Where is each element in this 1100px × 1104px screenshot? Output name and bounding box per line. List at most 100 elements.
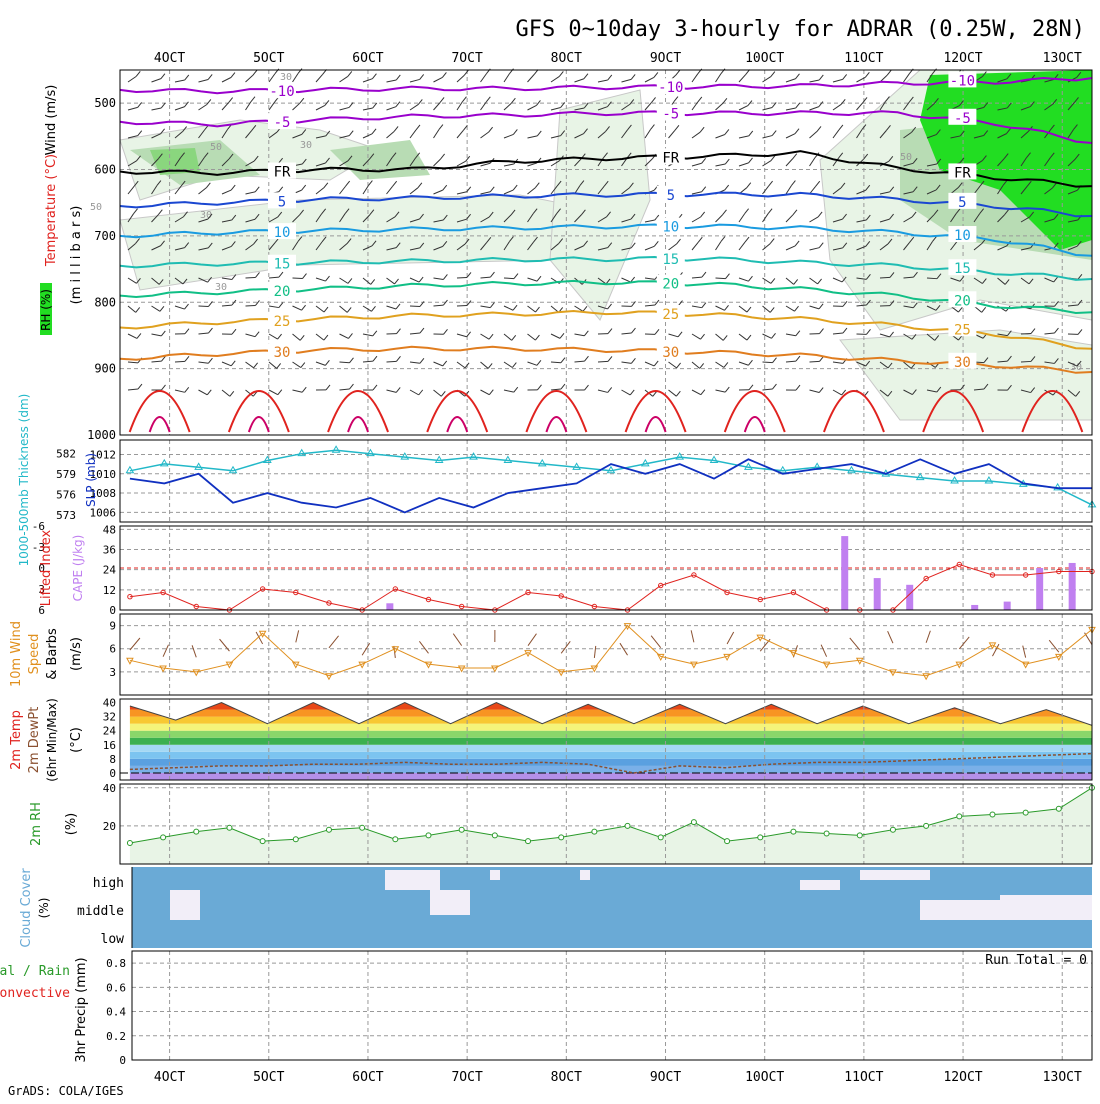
temp-contour-40-day-1 <box>249 417 269 432</box>
wind-barb-flag <box>206 183 210 188</box>
wind-barb-flag <box>229 98 233 103</box>
wind-barb <box>387 186 393 194</box>
wind-barb-flag <box>819 102 823 107</box>
thickness-point-21 <box>848 467 855 473</box>
wind-barb <box>340 278 348 283</box>
rh2m-point-1 <box>161 835 166 840</box>
temp-contour-label-25-0: 25 <box>274 314 291 330</box>
wind-barb-flag <box>441 391 445 396</box>
wind-barb <box>763 186 769 194</box>
wind-barb <box>434 305 444 306</box>
temp-contour-35-day-1 <box>229 391 289 432</box>
wind-barb <box>457 192 467 194</box>
wind-speed-point-4 <box>260 631 266 637</box>
wind-barb-flag <box>416 125 420 130</box>
temp-contour-label--5-0: -5 <box>274 115 291 131</box>
wind-barb-flag <box>745 237 749 242</box>
wind-barb-flag <box>561 358 565 363</box>
rh2m-ylabel-units: (%) <box>64 813 79 836</box>
rh2m-ytick-20: 20 <box>103 820 116 833</box>
wind-barb-flag <box>843 328 847 333</box>
wind-barb-flag <box>490 272 494 277</box>
wind-barb-flag <box>464 70 468 75</box>
rh2m-point-23 <box>890 827 895 832</box>
temp-contour-label-20-2: 20 <box>954 293 971 309</box>
wind-barb <box>786 159 793 166</box>
wind-barb <box>927 278 937 279</box>
wind-barb <box>692 277 702 278</box>
thickness-ytick-576: 576 <box>56 489 76 502</box>
wind-barb-flag <box>793 210 797 215</box>
temp-contour-35-day-0 <box>130 391 190 432</box>
upper-ytick-900: 900 <box>94 362 116 376</box>
wind10-barb-13 <box>561 641 570 653</box>
wind-barb <box>716 164 726 166</box>
date-label-bottom-5OCT: 5OCT <box>253 1070 284 1085</box>
wind-barb <box>504 134 513 138</box>
rh2m-point-17 <box>691 820 696 825</box>
wind-barb <box>363 278 371 284</box>
wind-barb <box>434 362 443 366</box>
wind-barb <box>716 242 721 250</box>
wind-barb <box>481 362 489 368</box>
temp-contour-35-day-7 <box>824 391 884 432</box>
wind-barb-flag <box>349 131 353 136</box>
thickness-point-11 <box>504 457 511 463</box>
cloud-label-high: high <box>93 876 124 891</box>
precip-ytick-0.6: 0.6 <box>106 981 126 994</box>
wind-barb <box>128 362 138 363</box>
wind-barb-flag <box>608 75 612 80</box>
wind-barb-flag <box>231 361 235 366</box>
cape-bar-27 <box>1004 602 1011 610</box>
wind-barb <box>222 190 231 194</box>
wind-barb-flag <box>631 74 635 79</box>
wind-barb-flag <box>678 301 682 306</box>
wind-barb <box>833 79 843 82</box>
wind-barb-flag <box>138 384 142 389</box>
wind-barb-flag <box>420 358 424 363</box>
wind-barb-flag <box>698 97 702 102</box>
wind-barb-flag <box>677 363 681 368</box>
wind-barb <box>810 306 820 309</box>
wind-barb-flag <box>396 387 400 392</box>
wind-barb <box>457 130 463 138</box>
wind-barb-flag <box>796 103 800 108</box>
wind10-barb-2 <box>192 645 196 657</box>
wind-barb <box>222 362 231 366</box>
precip-run-total: Run Total = 0 <box>985 953 1087 968</box>
rh2m-point-15 <box>625 823 630 828</box>
wind-barb <box>316 334 324 340</box>
wind-barb-flag <box>301 363 305 368</box>
wind-barb <box>481 74 487 82</box>
wind-barb-flag <box>700 363 704 368</box>
wind-barb <box>152 306 160 311</box>
wind-barb-flag <box>138 102 142 107</box>
wind-barb-flag <box>371 279 375 284</box>
wind-barb-flag <box>749 158 753 163</box>
wind-barb-flag <box>796 356 800 361</box>
temp-ylabel-dewpt: 2m DewPt <box>27 707 42 774</box>
wind-barb-flag <box>843 74 847 79</box>
wind-barb <box>692 74 698 82</box>
wind-barb <box>269 362 277 368</box>
temp-contour-label-25-1: 25 <box>662 307 679 323</box>
cloud-gap-8 <box>1000 895 1092 920</box>
wind-barb <box>810 278 818 284</box>
wind-barb <box>199 333 209 334</box>
wind-barb-flag <box>535 335 539 340</box>
rh2m-ylabel: 2m RH <box>29 802 44 846</box>
wind-barb <box>692 132 700 138</box>
wind-barb-flag <box>676 70 680 75</box>
temp-ylabel-units: (°C) <box>69 727 84 753</box>
upper-ytick-800: 800 <box>94 295 116 309</box>
wind10-ylabel-title: 10m Wind <box>9 621 24 687</box>
wind-barb <box>340 186 346 194</box>
wind-barb <box>786 215 793 222</box>
wind-barb <box>763 77 771 82</box>
wind-barb-flag <box>745 209 749 214</box>
wind-barb-flag <box>420 328 424 333</box>
wind-barb-flag <box>488 363 492 368</box>
wind-barb-flag <box>372 74 376 79</box>
wind-barb <box>622 390 631 395</box>
